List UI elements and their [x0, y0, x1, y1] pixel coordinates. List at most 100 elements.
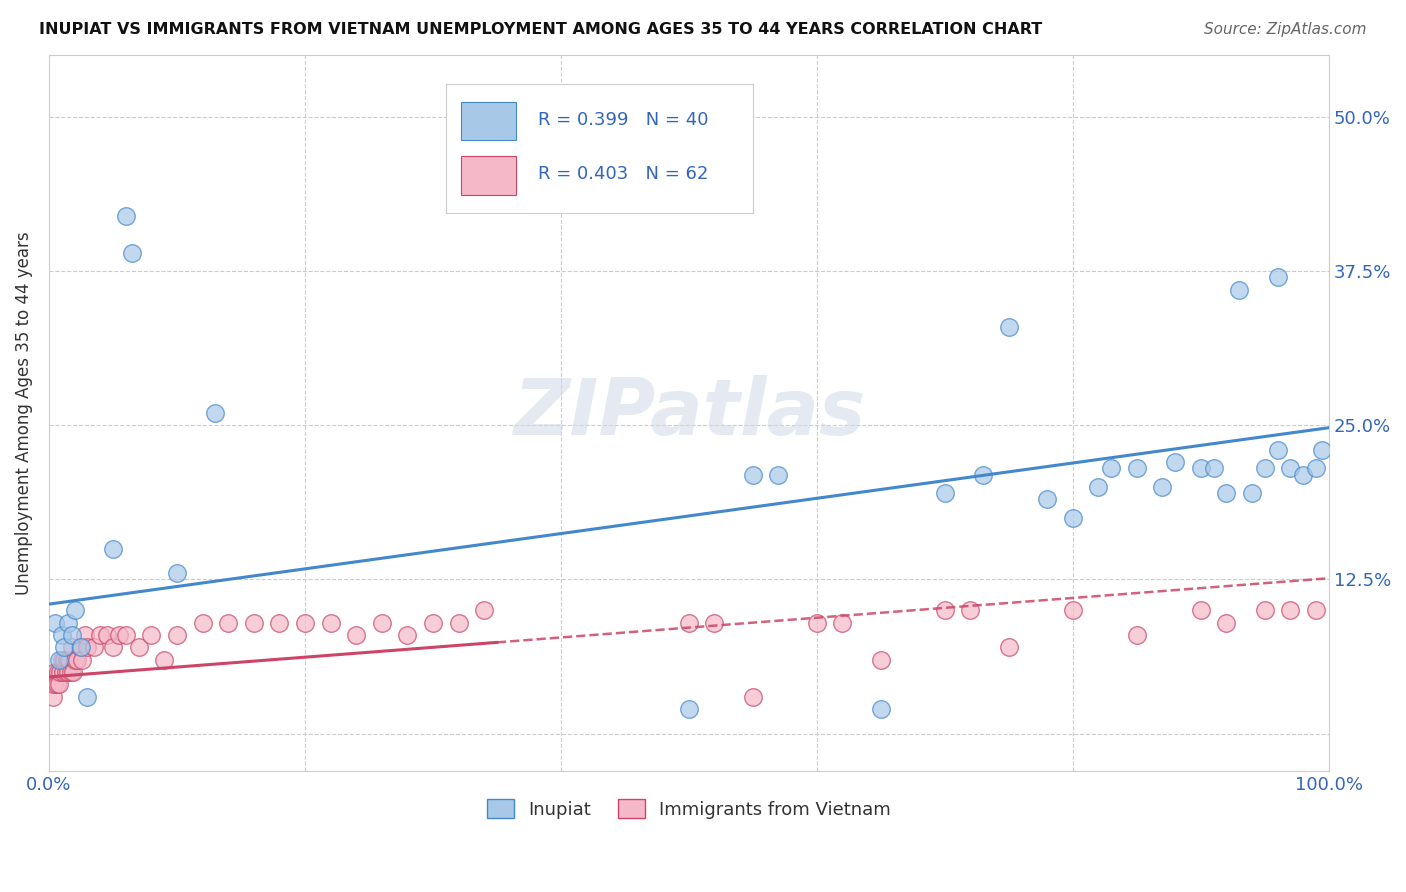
Point: [44, 665, 66, 679]
Point: [53, 640, 76, 655]
Point: [114, 628, 136, 642]
Point: [447, 615, 470, 630]
Point: [396, 628, 419, 642]
Point: [70, 653, 93, 667]
Point: [56, 653, 79, 667]
Point: [934, 486, 956, 500]
Point: [472, 603, 495, 617]
Point: [959, 603, 981, 617]
Point: [63, 653, 86, 667]
Point: [46, 665, 69, 679]
Point: [1087, 480, 1109, 494]
Point: [83, 640, 105, 655]
Y-axis label: Unemployment Among Ages 35 to 44 years: Unemployment Among Ages 35 to 44 years: [15, 231, 32, 595]
Point: [1240, 486, 1263, 500]
Point: [1215, 615, 1237, 630]
Point: [60, 628, 83, 642]
Point: [1267, 270, 1289, 285]
Point: [741, 690, 763, 704]
Point: [48, 653, 70, 667]
Point: [1062, 510, 1084, 524]
Point: [741, 467, 763, 482]
Point: [344, 628, 367, 642]
Point: [63, 603, 86, 617]
Point: [319, 615, 342, 630]
Text: INUPIAT VS IMMIGRANTS FROM VIETNAM UNEMPLOYMENT AMONG AGES 35 TO 44 YEARS CORREL: INUPIAT VS IMMIGRANTS FROM VIETNAM UNEMP…: [39, 22, 1043, 37]
Point: [1189, 461, 1212, 475]
Point: [869, 702, 891, 716]
Point: [53, 653, 76, 667]
Legend: Inupiat, Immigrants from Vietnam: Inupiat, Immigrants from Vietnam: [479, 792, 898, 826]
Point: [1305, 603, 1327, 617]
Point: [51, 628, 73, 642]
Point: [1164, 455, 1187, 469]
Point: [998, 640, 1021, 655]
Text: Source: ZipAtlas.com: Source: ZipAtlas.com: [1204, 22, 1367, 37]
Point: [1099, 461, 1122, 475]
Point: [1312, 442, 1334, 457]
Point: [56, 665, 79, 679]
Point: [1036, 492, 1059, 507]
Point: [49, 665, 72, 679]
Point: [114, 209, 136, 223]
Point: [1254, 603, 1277, 617]
Point: [101, 541, 124, 556]
Point: [166, 566, 188, 581]
Point: [1227, 283, 1250, 297]
Point: [1254, 461, 1277, 475]
Point: [678, 702, 700, 716]
Point: [1062, 603, 1084, 617]
Point: [70, 640, 93, 655]
Point: [1126, 628, 1149, 642]
Point: [217, 615, 239, 630]
Point: [934, 603, 956, 617]
Point: [42, 690, 65, 704]
Point: [1292, 467, 1315, 482]
Point: [703, 615, 725, 630]
Point: [62, 665, 84, 679]
Point: [41, 677, 63, 691]
Point: [141, 628, 163, 642]
Point: [1202, 461, 1225, 475]
Point: [51, 653, 73, 667]
Point: [768, 467, 790, 482]
Point: [52, 665, 75, 679]
Point: [42, 677, 65, 691]
Point: [48, 677, 70, 691]
Point: [101, 640, 124, 655]
Point: [55, 665, 77, 679]
Point: [44, 615, 66, 630]
Point: [66, 653, 89, 667]
Point: [121, 245, 143, 260]
Point: [1279, 603, 1302, 617]
Text: ZIPatlas: ZIPatlas: [513, 375, 865, 451]
Point: [56, 615, 79, 630]
Point: [204, 406, 226, 420]
Point: [58, 653, 80, 667]
Point: [45, 677, 67, 691]
Point: [806, 615, 828, 630]
Point: [422, 615, 444, 630]
Point: [153, 653, 176, 667]
Point: [972, 467, 994, 482]
Point: [1215, 486, 1237, 500]
Point: [831, 615, 853, 630]
Point: [166, 628, 188, 642]
Point: [128, 640, 150, 655]
Point: [1189, 603, 1212, 617]
Point: [89, 628, 111, 642]
Point: [242, 615, 264, 630]
Point: [191, 615, 214, 630]
Point: [69, 640, 91, 655]
Point: [96, 628, 118, 642]
Point: [998, 319, 1021, 334]
Point: [60, 640, 83, 655]
Point: [108, 628, 131, 642]
Point: [678, 615, 700, 630]
Point: [1305, 461, 1327, 475]
Point: [1152, 480, 1174, 494]
Point: [869, 653, 891, 667]
Point: [73, 628, 96, 642]
Point: [59, 665, 82, 679]
Point: [1126, 461, 1149, 475]
